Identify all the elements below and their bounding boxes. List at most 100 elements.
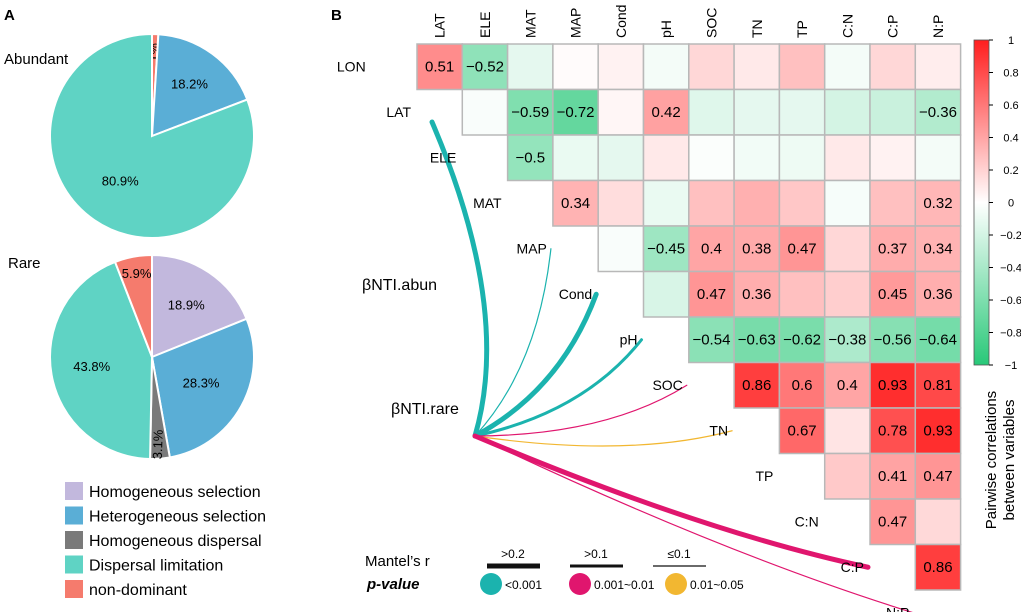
cell-1-5 (597, 88, 645, 136)
column-label: C:N (839, 14, 855, 38)
pie-slice-heterogeneous-selection (150, 33, 249, 138)
colorbar-tick-label: 0.8 (1003, 68, 1018, 80)
pie-value-label: 5.9% (122, 266, 152, 281)
cell-0-12 (914, 43, 962, 91)
legend-label: Dispersal limitation (89, 558, 223, 575)
panel-label-b: B (331, 7, 342, 24)
cell-8-10 (823, 407, 871, 455)
cell-3-11 (869, 179, 917, 227)
cell-value-label: −0.36 (919, 104, 957, 121)
row-label: TP (756, 468, 774, 484)
cell-value-label: 0.37 (878, 241, 907, 258)
cell-7-10 (823, 361, 871, 409)
legend-swatch (65, 531, 83, 549)
cell-value-label: 0.47 (697, 286, 726, 303)
cell-1-7 (688, 88, 735, 136)
colorbar-tick-label: −1 (1005, 360, 1018, 372)
cell-value-label: −0.72 (557, 104, 595, 121)
pie-chart-abundant: 1%18.2%80.9% (49, 32, 255, 239)
mantel-links (429, 119, 913, 612)
cell-4-12 (914, 225, 962, 273)
row-label: Cond (559, 286, 592, 302)
cell-value-label: 0.32 (923, 195, 952, 212)
cell-value-label: −0.63 (738, 332, 776, 349)
colorbar-tick-label: 0.4 (1003, 133, 1018, 145)
cell-value-label: 0.42 (652, 104, 681, 121)
cell-0-9 (778, 43, 826, 91)
cell-1-6 (642, 88, 690, 136)
cell-value-label: 0.86 (923, 559, 952, 576)
cell-2-12 (914, 134, 962, 182)
colorbar-title-line2: between variables (1001, 400, 1018, 521)
cell-1-12 (914, 88, 962, 136)
cell-1-3 (506, 88, 554, 136)
mantel-r-title: Mantel’s r (365, 553, 430, 570)
cell-0-1 (416, 43, 464, 91)
cell-3-7 (688, 179, 735, 227)
cell-2-6 (642, 134, 690, 182)
cell-value-label: −0.56 (874, 332, 912, 349)
column-label: LAT (432, 13, 448, 38)
mantel-r-label: >0.1 (584, 547, 608, 561)
mantel-link (474, 435, 913, 612)
column-label: MAP (568, 8, 584, 38)
cell-10-12 (914, 498, 962, 546)
cell-9-10 (823, 452, 871, 500)
source-label-rare: βNTI.rare (391, 401, 459, 418)
p-value-swatch (480, 573, 502, 595)
pie-value-label: 3.1% (150, 429, 166, 460)
row-label: pH (620, 331, 638, 347)
colorbar-title-line1: Pairwise correlations (983, 391, 1000, 529)
p-value-swatch (665, 573, 687, 595)
cell-value-label: 0.78 (878, 423, 907, 440)
cell-1-10 (823, 88, 871, 136)
cell-1-11 (869, 88, 917, 136)
mantel-link (474, 248, 552, 437)
cell-6-9 (778, 316, 826, 364)
p-value-label: <0.001 (505, 578, 542, 592)
cell-2-9 (778, 134, 826, 182)
cell-5-12 (914, 270, 962, 318)
legend-swatch (65, 506, 83, 525)
row-label: LON (337, 58, 366, 74)
colorbar-tick-label: 0.2 (1003, 165, 1018, 177)
mantel-r-label: ≤0.1 (667, 547, 691, 561)
row-label: N:P (886, 604, 909, 612)
cell-0-11 (869, 43, 917, 91)
column-label: TN (749, 19, 765, 38)
cell-1-9 (778, 88, 826, 136)
cell-value-label: 0.86 (742, 377, 771, 394)
cell-value-label: 0.67 (787, 423, 816, 440)
panel-label-a: A (4, 7, 15, 24)
colorbar-tick-label: 1 (1008, 35, 1014, 47)
cell-2-10 (823, 134, 871, 182)
colorbar-tick-label: −0.2 (1000, 230, 1021, 242)
p-value-title: p-value (366, 576, 420, 593)
p-value-label: 0.001~0.01 (594, 578, 655, 592)
cell-value-label: −0.64 (919, 332, 957, 349)
pie-slice-dispersal-limitation (49, 32, 255, 239)
cell-value-label: 0.36 (742, 286, 771, 303)
column-label: Cond (613, 5, 629, 38)
cell-value-label: −0.45 (647, 241, 685, 258)
cell-3-9 (778, 179, 826, 227)
cell-1-8 (733, 88, 781, 136)
cell-value-label: −0.38 (828, 332, 866, 349)
cell-2-8 (733, 134, 781, 182)
cell-3-6 (642, 179, 690, 227)
mantel-link (429, 119, 490, 439)
pie-rare-title: Rare (8, 255, 41, 272)
p-value-swatch (569, 573, 591, 595)
cell-5-9 (778, 270, 826, 318)
pie-abundant-title: Abundant (4, 51, 69, 68)
cell-5-6 (642, 270, 690, 318)
mantel-link (473, 338, 643, 438)
colorbar-tick-label: 0.6 (1003, 100, 1018, 112)
cell-value-label: 0.6 (792, 377, 813, 394)
pie-value-label: 18.2% (171, 76, 208, 91)
mantel-link (472, 291, 599, 439)
cell-value-label: 0.81 (923, 377, 952, 394)
cell-6-10 (823, 316, 871, 364)
cell-2-7 (688, 134, 735, 182)
